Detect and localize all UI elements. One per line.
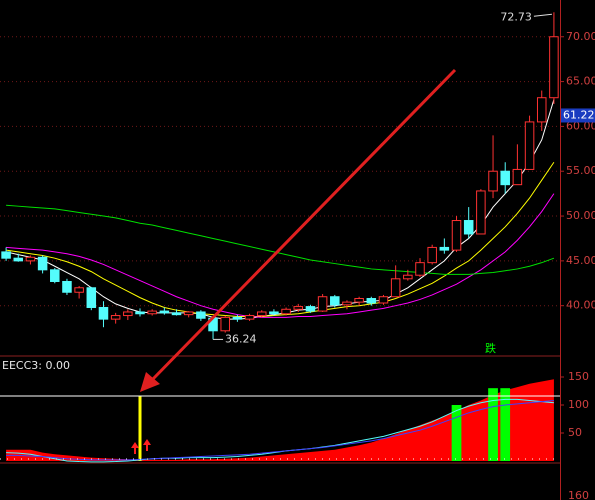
- signal-bar: [138, 396, 142, 461]
- candle-body: [220, 316, 230, 332]
- candle-body: [25, 256, 36, 262]
- candle-body: [378, 296, 389, 304]
- candle-body: [403, 274, 413, 280]
- candle-body: [512, 168, 523, 186]
- candle-body: [439, 246, 450, 251]
- y-tick-label: 60.00: [566, 119, 595, 132]
- moving-average: [6, 193, 555, 318]
- candle-body: [488, 170, 498, 192]
- candle-body: [342, 301, 352, 306]
- moving-average: [6, 204, 555, 275]
- candle-body: [366, 298, 377, 304]
- candle-body: [50, 269, 60, 282]
- candle-body: [86, 287, 97, 308]
- candle-body: [37, 256, 48, 271]
- y-tick-label: 55.00: [566, 164, 595, 177]
- y-tick-label: 45.00: [566, 254, 595, 267]
- next-panel-tick: 160: [568, 489, 589, 500]
- candle-body: [451, 220, 462, 251]
- price-tag-box: [561, 108, 595, 123]
- candle-body: [183, 311, 194, 316]
- candle-body: [305, 306, 316, 312]
- indicator-line: [6, 400, 554, 461]
- y-tick-label: 150: [568, 370, 589, 383]
- candle-body: [232, 316, 243, 320]
- indicator-label: EECC3: 0.00: [2, 359, 70, 372]
- moving-average: [6, 161, 555, 317]
- candle-body: [123, 311, 133, 317]
- label-pointer: [533, 13, 552, 17]
- y-tick-label: 100: [568, 398, 589, 411]
- annotation-arrow: [150, 68, 457, 382]
- signal-bar: [488, 388, 498, 461]
- candle-body: [281, 308, 291, 315]
- candle-body: [390, 278, 401, 298]
- candle-body: [244, 315, 255, 320]
- candle-body: [354, 298, 364, 303]
- signal-arrow: [143, 439, 151, 445]
- signal-bar: [500, 388, 511, 461]
- y-tick-label: 40.00: [566, 299, 595, 312]
- candle-body: [476, 190, 486, 235]
- candle-body: [74, 287, 84, 293]
- high-label: 72.73: [500, 10, 532, 23]
- candle-body: [415, 262, 425, 276]
- low-label: 36.24: [225, 332, 256, 345]
- candle-body: [330, 296, 340, 306]
- candle-body: [171, 312, 182, 316]
- candle-body: [293, 306, 304, 310]
- candle-body: [317, 296, 328, 312]
- signal-bar: [451, 404, 462, 461]
- y-tick-label: 50.00: [566, 209, 595, 222]
- signal-arrow: [131, 442, 139, 448]
- candle-body: [196, 311, 206, 319]
- candle-body: [463, 220, 474, 235]
- candle-body: [159, 310, 170, 314]
- candle-body: [524, 121, 535, 170]
- candle-body: [1, 251, 11, 259]
- candle-body: [427, 246, 437, 264]
- area: [6, 379, 554, 461]
- y-tick-label: 65.00: [566, 75, 595, 88]
- candle-body: [500, 170, 510, 186]
- y-tick-label: 50: [568, 426, 582, 439]
- candle-body: [549, 36, 559, 99]
- tag: 跌: [485, 341, 496, 355]
- arrow-head: [140, 372, 160, 392]
- candle-body: [269, 311, 279, 315]
- candle-body: [536, 97, 547, 123]
- candle-body: [147, 310, 157, 315]
- candle-body: [110, 315, 121, 320]
- candle-body: [62, 280, 72, 293]
- candle-body: [98, 306, 109, 320]
- price-tag: 61.22: [563, 108, 595, 121]
- candle-body: [135, 311, 145, 315]
- candle-body: [13, 257, 24, 262]
- y-tick-label: 70.00: [566, 30, 595, 43]
- candle-body: [256, 311, 267, 317]
- moving-average: [5, 99, 555, 320]
